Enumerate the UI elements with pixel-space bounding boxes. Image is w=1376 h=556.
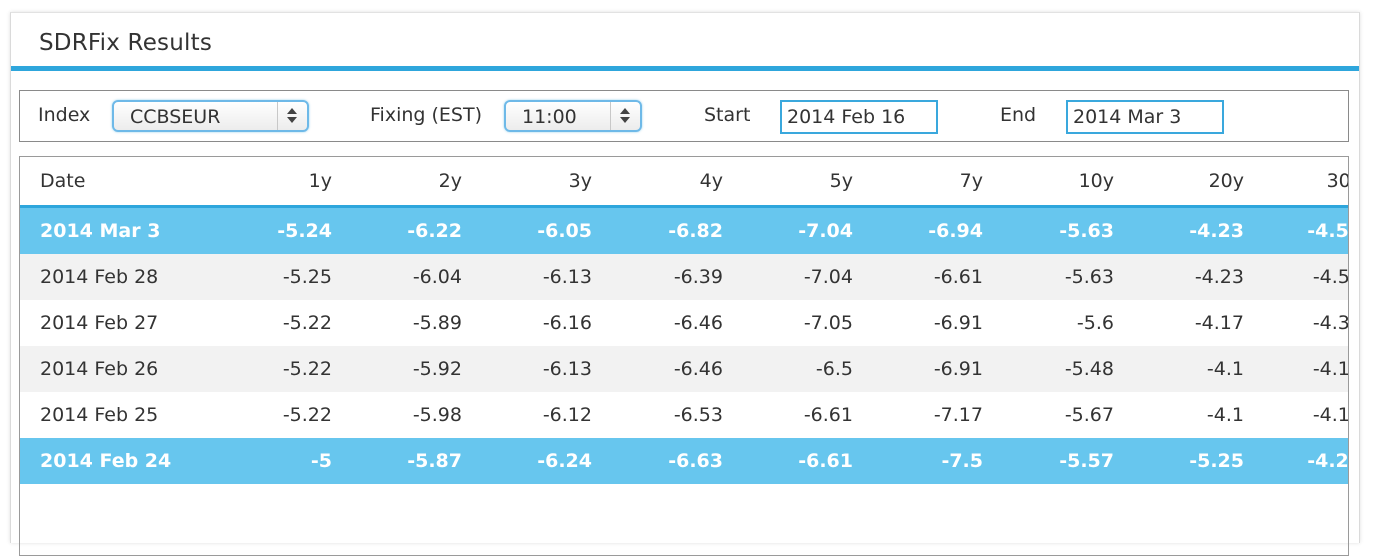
table-row[interactable]: 2014 Mar 3 -5.24 -6.22 -6.05 -6.82 -7.04 -6.94… [20, 206, 1349, 254]
table-header-row: Date 1y 2y 3y 4y 5y 7y 10y 20y 30y [20, 157, 1348, 207]
row-value-cell: -6.61 [798, 450, 853, 472]
row-value-cell: -6.5 [815, 358, 853, 380]
row-value-cell: -5.92 [412, 358, 462, 380]
table-row[interactable]: 2014 Feb 27 -5.22 -5.89 -6.16 -6.46 -7.05 -6.9… [20, 300, 1349, 346]
column-header-tenor: 1y [308, 170, 332, 192]
row-value-cell: -6.91 [933, 312, 983, 334]
arrow-up-icon [287, 108, 297, 114]
row-value-cell: -6.13 [542, 358, 592, 380]
row-value-cell: -7.05 [803, 312, 853, 334]
select-arrows-icon [277, 102, 307, 130]
row-value-cell: -7.5 [941, 450, 983, 472]
row-value-cell: -5.67 [1064, 404, 1114, 426]
row-value-cell: -6.61 [803, 404, 853, 426]
table-row[interactable]: 2014 Feb 26 -5.22 -5.92 -6.13 -6.46 -6.5 -6.91… [20, 346, 1349, 392]
row-value-cell: -5.63 [1064, 266, 1114, 288]
row-value-cell: -4.11 [1312, 358, 1349, 380]
row-date-cell: 2014 Feb 28 [40, 266, 159, 288]
row-value-cell: -6.04 [412, 266, 462, 288]
row-value-cell: -5.24 [277, 220, 332, 242]
column-header-tenor: 4y [699, 170, 723, 192]
row-date-cell: 2014 Feb 24 [40, 450, 172, 472]
results-table-container: Date 1y 2y 3y 4y 5y 7y 10y 20y 30y 2014 Mar 3 -5.2… [19, 156, 1349, 556]
row-value-cell: -6.24 [537, 450, 592, 472]
panel-title: SDRFix Results [39, 30, 213, 56]
arrow-up-icon [620, 108, 630, 114]
row-value-cell: -7.17 [933, 404, 983, 426]
row-value-cell: -4.56 [1312, 266, 1349, 288]
row-date-cell: 2014 Feb 27 [40, 312, 159, 334]
row-value-cell: -5.25 [1189, 450, 1244, 472]
row-value-cell: -6.46 [673, 358, 723, 380]
row-value-cell: -4.23 [1189, 220, 1244, 242]
row-value-cell: -6.13 [542, 266, 592, 288]
fixing-select-value: 11:00 [522, 106, 577, 128]
row-value-cell: -5 [310, 450, 332, 472]
row-value-cell: -6.12 [542, 404, 592, 426]
row-value-cell: -5.57 [1059, 450, 1114, 472]
row-value-cell: -6.16 [542, 312, 592, 334]
start-date-input[interactable] [780, 100, 938, 134]
row-value-cell: -6.46 [673, 312, 723, 334]
row-value-cell: -6.91 [933, 358, 983, 380]
table-row[interactable]: 2014 Feb 25 -5.22 -5.98 -6.12 -6.53 -6.61 -7.1… [20, 392, 1349, 438]
row-value-cell: -5.22 [282, 312, 332, 334]
end-label: End [1000, 104, 1037, 126]
column-header-tenor: 7y [959, 170, 983, 192]
row-value-cell: -5.25 [282, 266, 332, 288]
row-value-cell: -6.61 [933, 266, 983, 288]
row-value-cell: -6.22 [407, 220, 462, 242]
row-value-cell: -4.1 [1206, 404, 1244, 426]
row-date-cell: 2014 Feb 25 [40, 404, 159, 426]
fixing-label: Fixing (EST) [370, 104, 482, 126]
row-value-cell: -5.48 [1064, 358, 1114, 380]
start-label: Start [704, 104, 751, 126]
results-table: Date 1y 2y 3y 4y 5y 7y 10y 20y 30y 2014 Mar 3 -5.2… [20, 157, 1349, 484]
row-value-cell: -7.04 [798, 220, 853, 242]
row-value-cell: -4.1 [1206, 358, 1244, 380]
row-date-cell: 2014 Mar 3 [40, 220, 161, 242]
select-arrows-icon [610, 102, 640, 130]
row-value-cell: -5.87 [407, 450, 462, 472]
arrow-down-icon [620, 117, 630, 123]
row-value-cell: -5.98 [412, 404, 462, 426]
row-date-cell: 2014 Feb 26 [40, 358, 159, 380]
row-value-cell: -4.23 [1194, 266, 1244, 288]
table-row[interactable]: 2014 Feb 28 -5.25 -6.04 -6.13 -6.39 -7.04 -6.6… [20, 254, 1349, 300]
column-header-tenor: 20y [1208, 170, 1244, 192]
row-value-cell: -5.6 [1076, 312, 1114, 334]
row-value-cell: -6.39 [673, 266, 723, 288]
index-select-value: CCBSEUR [130, 106, 221, 128]
column-header-tenor: 10y [1078, 170, 1114, 192]
column-header-tenor: 3y [568, 170, 592, 192]
row-value-cell: -4.58 [1307, 220, 1349, 242]
row-value-cell: -5.63 [1059, 220, 1114, 242]
column-header-tenor: 5y [829, 170, 853, 192]
index-label: Index [38, 104, 91, 126]
fixing-select[interactable]: 11:00 [504, 100, 642, 132]
column-header-tenor: 30y [1326, 170, 1348, 192]
row-value-cell: -4.28 [1307, 450, 1349, 472]
row-value-cell: -6.05 [537, 220, 592, 242]
row-value-cell: -6.63 [668, 450, 723, 472]
row-value-cell: -4.17 [1194, 312, 1244, 334]
row-value-cell: -5.22 [282, 358, 332, 380]
table-row[interactable]: 2014 Feb 24 -5 -5.87 -6.24 -6.63 -6.61 -7.5 -5.… [20, 438, 1349, 484]
index-select[interactable]: CCBSEUR [112, 100, 309, 132]
column-header-tenor: 2y [438, 170, 462, 192]
arrow-down-icon [287, 117, 297, 123]
row-value-cell: -7.04 [803, 266, 853, 288]
row-value-cell: -6.94 [928, 220, 983, 242]
end-date-input[interactable] [1066, 100, 1224, 134]
row-value-cell: -5.22 [282, 404, 332, 426]
row-value-cell: -6.82 [668, 220, 723, 242]
filter-controls: Index CCBSEUR Fixing (EST) 11:00 Start E… [19, 90, 1349, 142]
row-value-cell: -6.53 [673, 404, 723, 426]
column-header-date: Date [40, 170, 86, 192]
row-value-cell: -4.39 [1312, 312, 1349, 334]
row-value-cell: -5.89 [412, 312, 462, 334]
sdrfix-results-panel: SDRFix Results Index CCBSEUR Fixing (EST… [10, 12, 1360, 556]
row-value-cell: -4.12 [1312, 404, 1349, 426]
panel-header: SDRFix Results [11, 13, 1359, 71]
